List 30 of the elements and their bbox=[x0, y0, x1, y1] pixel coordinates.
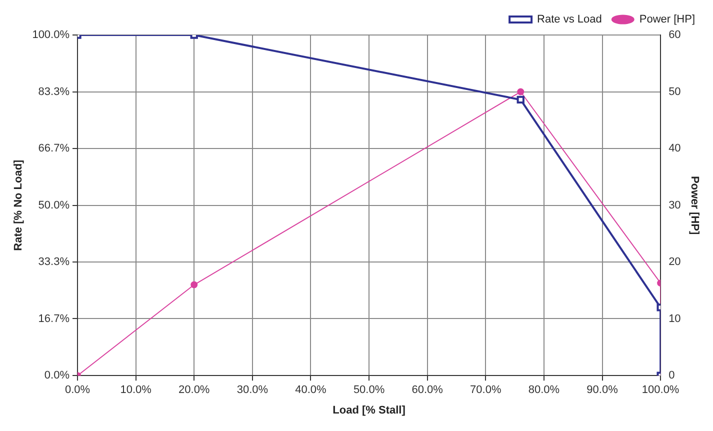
x-tick-label: 90.0% bbox=[586, 384, 618, 396]
y2-axis-title: Power [HP] bbox=[688, 176, 700, 235]
legend-label: Power [HP] bbox=[639, 14, 696, 26]
x-tick-label: 40.0% bbox=[295, 384, 327, 396]
y2-tick-label: 50 bbox=[668, 86, 681, 98]
y2-tick-label: 20 bbox=[668, 256, 681, 268]
y2-tick-label: 30 bbox=[668, 199, 681, 212]
y-tick-label: 33.3% bbox=[38, 256, 70, 268]
x-axis-title: Load [% Stall] bbox=[332, 404, 406, 416]
x-tick-label: 20.0% bbox=[178, 384, 210, 396]
y-tick-label: 0.0% bbox=[44, 370, 70, 382]
y-tick-label: 100.0% bbox=[32, 29, 70, 42]
x-tick-label: 70.0% bbox=[470, 384, 502, 396]
x-tick-label: 50.0% bbox=[353, 384, 385, 396]
y2-tick-label: 10 bbox=[668, 312, 681, 325]
y2-tick-label: 40 bbox=[668, 142, 681, 155]
y-tick-label: 83.3% bbox=[38, 86, 70, 98]
x-tick-label: 80.0% bbox=[528, 384, 560, 396]
legend-label: Rate vs Load bbox=[537, 14, 602, 26]
y2-tick-label: 60 bbox=[668, 29, 681, 42]
y2-tick-label: 0 bbox=[668, 370, 675, 382]
y-axis-title: Rate [% No Load] bbox=[12, 159, 25, 251]
x-tick-label: 10.0% bbox=[120, 384, 152, 396]
y-tick-label: 16.7% bbox=[38, 312, 70, 325]
x-tick-label: 60.0% bbox=[412, 384, 444, 396]
y-tick-label: 50.0% bbox=[38, 199, 70, 212]
y-tick-label: 66.7% bbox=[38, 142, 70, 154]
x-tick-label: 0.0% bbox=[64, 384, 90, 396]
x-tick-label: 100.0% bbox=[642, 384, 680, 396]
x-tick-label: 30.0% bbox=[236, 384, 268, 396]
